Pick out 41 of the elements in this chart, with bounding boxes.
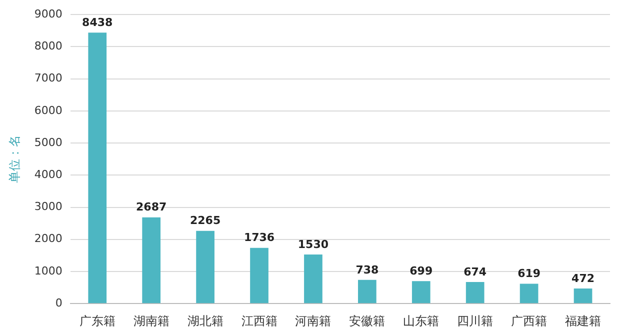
data-label: 674 xyxy=(464,265,487,278)
bar xyxy=(358,280,376,304)
data-label: 472 xyxy=(572,272,595,285)
x-tick-label: 四川籍 xyxy=(457,314,494,328)
y-tick-label: 7000 xyxy=(34,72,62,85)
bar xyxy=(304,254,322,304)
y-tick-label: 3000 xyxy=(34,200,62,214)
data-label: 1530 xyxy=(298,238,329,251)
data-label: 1736 xyxy=(244,231,275,244)
y-tick-label: 8000 xyxy=(34,40,62,53)
y-tick-label: 9000 xyxy=(34,7,62,20)
y-tick-label: 6000 xyxy=(34,104,62,117)
data-label: 738 xyxy=(356,263,379,276)
x-tick-label: 湖南籍 xyxy=(133,314,170,328)
x-tick-label: 广西籍 xyxy=(511,314,548,328)
y-tick-label: 4000 xyxy=(34,168,62,182)
data-label: 8438 xyxy=(82,16,113,30)
bar xyxy=(520,284,538,304)
bar xyxy=(88,32,107,304)
y-axis-title: 单位：名 xyxy=(7,135,22,184)
y-tick-label: 0 xyxy=(55,296,62,310)
bar xyxy=(250,248,268,304)
y-tick-label: 2000 xyxy=(34,232,62,246)
bar xyxy=(142,217,161,304)
x-tick-label: 河南籍 xyxy=(295,314,332,328)
data-label: 699 xyxy=(410,264,433,278)
x-tick-label: 江西籍 xyxy=(241,314,278,328)
bar xyxy=(196,230,214,304)
bar xyxy=(574,288,592,304)
bar xyxy=(412,281,430,304)
y-tick-label: 5000 xyxy=(34,136,62,149)
y-tick-label: 1000 xyxy=(34,264,62,278)
x-tick-label: 福建籍 xyxy=(565,314,602,328)
data-label: 2687 xyxy=(136,200,167,214)
x-tick-label: 安徽籍 xyxy=(349,314,386,328)
x-tick-label: 山东籍 xyxy=(403,314,440,328)
data-label: 2265 xyxy=(190,214,221,228)
data-label: 619 xyxy=(518,267,541,280)
x-tick-label: 广东籍 xyxy=(79,314,116,328)
x-tick-label: 湖北籍 xyxy=(187,314,224,328)
bar xyxy=(466,282,484,304)
